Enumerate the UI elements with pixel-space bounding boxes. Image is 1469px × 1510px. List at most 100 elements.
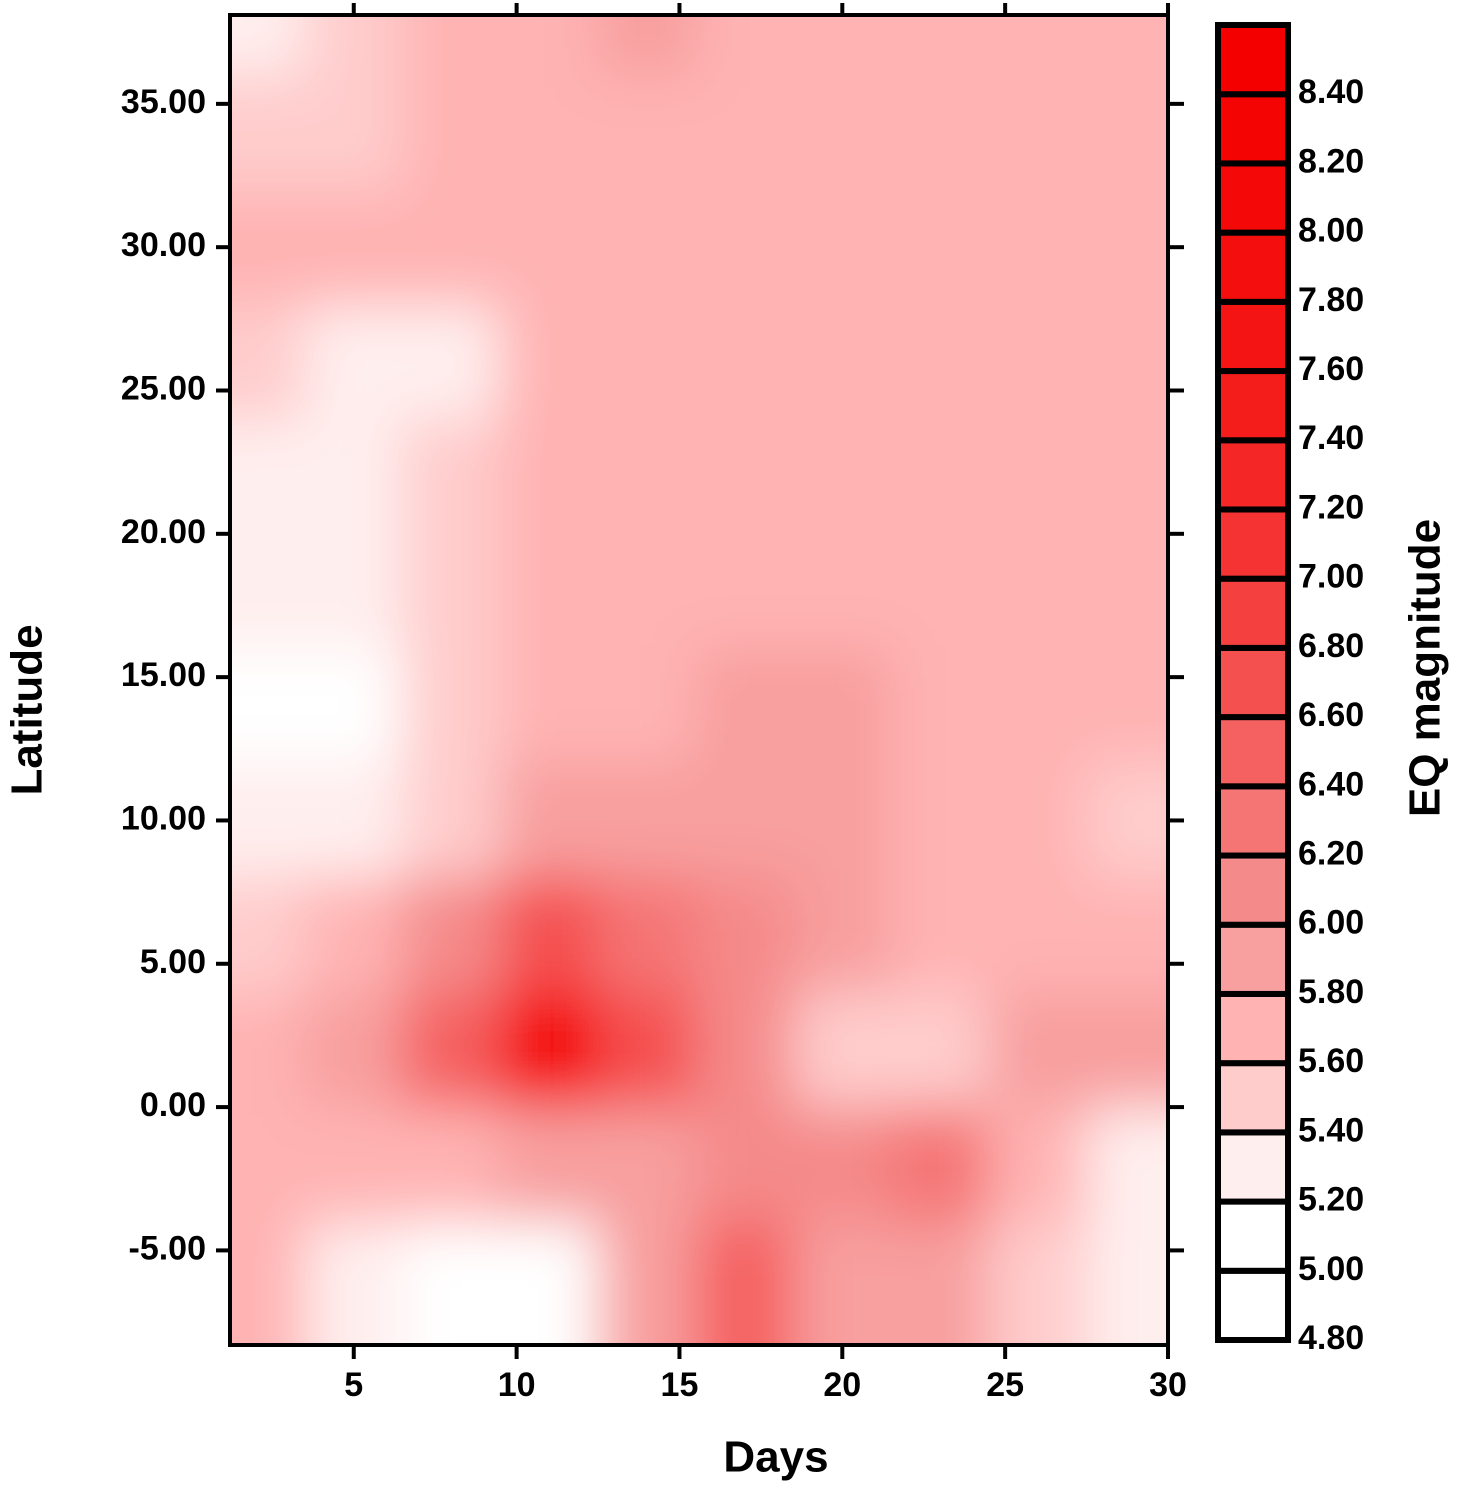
contour-cell — [891, 1221, 989, 1345]
contour-cell — [598, 304, 696, 420]
contour-cell — [230, 304, 305, 420]
contour-cell — [598, 877, 696, 993]
contour-cell — [988, 75, 1087, 190]
contour-cell — [500, 992, 599, 1108]
contour-cell — [988, 1107, 1087, 1222]
contour-cell — [695, 75, 794, 190]
contour-cell — [695, 763, 794, 878]
contour-cell — [1086, 1221, 1168, 1345]
contour-cell — [402, 648, 501, 764]
contour-cell — [988, 304, 1087, 420]
contour-cell — [793, 189, 892, 305]
contour-cell — [988, 15, 1087, 76]
colorbar-title: EQ magnitude — [1401, 519, 1450, 817]
colorbar-label: 5.60 — [1298, 1042, 1364, 1080]
contour-cell — [793, 15, 892, 76]
contour-cell — [304, 75, 403, 190]
contour-cell — [1086, 877, 1168, 993]
contour-cell — [988, 992, 1087, 1108]
colorbar-box — [1215, 298, 1291, 375]
contour-cell — [230, 992, 305, 1108]
contour-cell — [230, 1221, 305, 1345]
contour-cell — [793, 1107, 892, 1222]
colorbar-label: 8.00 — [1298, 212, 1364, 250]
colorbar-box — [1215, 22, 1291, 98]
contour-cell — [500, 189, 599, 305]
contour-cell — [891, 419, 989, 534]
contour-cell — [793, 533, 892, 649]
contour-cell — [695, 304, 794, 420]
x-tick-label: 30 — [1149, 1366, 1187, 1404]
colorbar-label: 5.00 — [1298, 1250, 1364, 1288]
y-tick-label: 35.00 — [121, 83, 206, 121]
contour-cell — [230, 189, 305, 305]
y-tick-label: -5.00 — [129, 1229, 207, 1267]
contour-cell — [500, 419, 599, 534]
contour-cell — [230, 533, 305, 649]
contour-cell — [1086, 419, 1168, 534]
contour-field — [230, 15, 1168, 1345]
contour-cell — [230, 15, 305, 76]
contour-cell — [402, 1221, 501, 1345]
contour-cell — [230, 1107, 305, 1222]
contour-cell — [695, 419, 794, 534]
colorbar-box — [1215, 368, 1291, 444]
colorbar-box — [1215, 575, 1291, 651]
contour-cell — [695, 189, 794, 305]
contour-cell — [1086, 1107, 1168, 1222]
contour-cell — [598, 189, 696, 305]
colorbar-label: 7.20 — [1298, 488, 1364, 526]
x-tick-label: 10 — [498, 1366, 536, 1404]
contour-cell — [500, 533, 599, 649]
contour-cell — [304, 992, 403, 1108]
contour-cell — [1086, 189, 1168, 305]
colorbar-box — [1215, 506, 1291, 582]
colorbar-label: 6.20 — [1298, 835, 1364, 873]
y-tick-label: 5.00 — [140, 943, 206, 981]
colorbar-box — [1215, 852, 1291, 928]
contour-cell — [304, 533, 403, 649]
colorbar-box — [1215, 714, 1291, 790]
contour-cell — [695, 533, 794, 649]
contour-cell — [695, 648, 794, 764]
y-tick-label: 15.00 — [121, 656, 206, 694]
plot-frame — [228, 13, 1170, 1347]
contour-cell — [1086, 648, 1168, 764]
contour-cell — [695, 877, 794, 993]
colorbar-box — [1215, 1129, 1291, 1205]
contour-cell — [988, 533, 1087, 649]
contour-cell — [988, 877, 1087, 993]
y-tick-label: 25.00 — [121, 369, 206, 407]
contour-cell — [891, 75, 989, 190]
colorbar-label: 8.40 — [1298, 73, 1364, 111]
contour-cell — [1086, 15, 1168, 76]
contour-cell — [598, 533, 696, 649]
contour-cell — [402, 992, 501, 1108]
contour-cell — [500, 1221, 599, 1345]
y-tick-label: 0.00 — [140, 1086, 206, 1124]
x-axis-title: Days — [723, 1433, 828, 1482]
contour-cell — [402, 419, 501, 534]
contour-cell — [500, 15, 599, 76]
x-tick-label: 25 — [986, 1366, 1024, 1404]
contour-cell — [891, 877, 989, 993]
contour-cell — [988, 1221, 1087, 1345]
contour-cell — [402, 15, 501, 76]
colorbar-label: 5.80 — [1298, 973, 1364, 1011]
contour-cell — [402, 189, 501, 305]
contour-cell — [402, 75, 501, 190]
colorbar-box — [1215, 160, 1291, 236]
contour-cell — [304, 1107, 403, 1222]
contour-cell — [500, 648, 599, 764]
contour-cell — [598, 992, 696, 1108]
colorbar-label: 5.20 — [1298, 1181, 1364, 1219]
contour-cell — [793, 992, 892, 1108]
contour-cell — [891, 1107, 989, 1222]
colorbar-label: 7.80 — [1298, 281, 1364, 319]
contour-cell — [695, 992, 794, 1108]
contour-cell — [230, 419, 305, 534]
contour-cell — [1086, 763, 1168, 878]
contour-cell — [230, 648, 305, 764]
colorbar-box — [1215, 783, 1291, 859]
contour-cells — [230, 15, 1168, 1345]
